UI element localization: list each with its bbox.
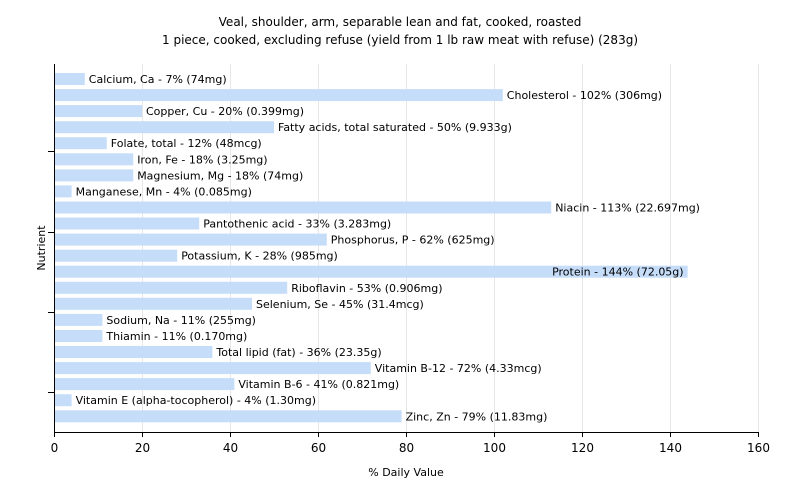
axes: 0 20 40 60 80 100 120 140 160 xyxy=(48,64,770,455)
bar-label: Cholesterol - 102% (306mg) xyxy=(507,89,662,102)
bar-label: Potassium, K - 28% (985mg) xyxy=(181,250,338,263)
bar-label: Manganese, Mn - 4% (0.085mg) xyxy=(76,185,252,198)
chart-subtitle: 1 piece, cooked, excluding refuse (yield… xyxy=(162,33,638,47)
x-axis-label: % Daily Value xyxy=(368,466,444,479)
bar-label: Niacin - 113% (22.697mg) xyxy=(555,202,700,215)
x-tick-label: 60 xyxy=(311,441,326,455)
bar xyxy=(55,217,200,230)
bar-label: Vitamin E (alpha-tocopherol) - 4% (1.30m… xyxy=(76,394,316,407)
bar-label: Selenium, Se - 45% (31.4mcg) xyxy=(256,298,424,311)
bar xyxy=(55,313,103,326)
bar-label: Vitamin B-12 - 72% (4.33mcg) xyxy=(375,362,542,375)
bar-label: Protein - 144% (72.05g) xyxy=(552,266,684,279)
x-tick-label: 80 xyxy=(399,441,414,455)
bar-label: Vitamin B-6 - 41% (0.821mg) xyxy=(238,378,399,391)
x-tick-label: 40 xyxy=(223,441,238,455)
bar-label: Fatty acids, total saturated - 50% (9.93… xyxy=(278,121,512,134)
bar-label: Thiamin - 11% (0.170mg) xyxy=(105,330,247,343)
bars: Calcium, Ca - 7% (74mg) Cholesterol - 102… xyxy=(55,73,700,423)
bar-label: Calcium, Ca - 7% (74mg) xyxy=(89,73,227,86)
bar xyxy=(55,249,178,262)
x-tick-label: 0 xyxy=(51,441,59,455)
bar xyxy=(55,185,72,198)
bar-label: Folate, total - 12% (48mcg) xyxy=(111,137,262,150)
bar-label: Phosphorus, P - 62% (625mg) xyxy=(331,234,495,247)
bar-label: Riboflavin - 53% (0.906mg) xyxy=(291,282,442,295)
bar xyxy=(55,105,142,118)
bar-label: Magnesium, Mg - 18% (74mg) xyxy=(137,169,303,182)
x-tick-label: 120 xyxy=(571,441,594,455)
bar-label: Copper, Cu - 20% (0.399mg) xyxy=(146,105,304,118)
bar xyxy=(55,233,327,246)
bar xyxy=(55,378,235,391)
bar-label: Zinc, Zn - 79% (11.83mg) xyxy=(406,410,548,423)
bar-label: Pantothenic acid - 33% (3.283mg) xyxy=(203,218,391,231)
bar xyxy=(55,410,402,423)
bar xyxy=(55,73,85,85)
bar xyxy=(55,362,371,375)
bar xyxy=(55,89,503,102)
bar xyxy=(55,346,213,358)
bar xyxy=(55,265,688,278)
bar xyxy=(55,281,288,294)
x-tick-label: 160 xyxy=(747,441,770,455)
bar-label: Total lipid (fat) - 36% (23.35g) xyxy=(215,346,381,359)
x-tick-label: 20 xyxy=(135,441,150,455)
bar-label: Iron, Fe - 18% (3.25mg) xyxy=(137,153,267,166)
x-tick-label: 140 xyxy=(659,441,682,455)
bar xyxy=(55,169,134,182)
bar xyxy=(55,121,274,134)
x-tick-label: 100 xyxy=(483,441,506,455)
bar xyxy=(55,201,552,214)
chart-title: Veal, shoulder, arm, separable lean and … xyxy=(219,15,582,29)
bar-label: Sodium, Na - 11% (255mg) xyxy=(106,314,256,327)
bar xyxy=(55,137,107,150)
bar xyxy=(55,330,103,342)
y-axis-label: Nutrient xyxy=(35,225,48,271)
bar xyxy=(55,297,252,310)
bar xyxy=(55,394,72,407)
bar xyxy=(55,153,134,166)
